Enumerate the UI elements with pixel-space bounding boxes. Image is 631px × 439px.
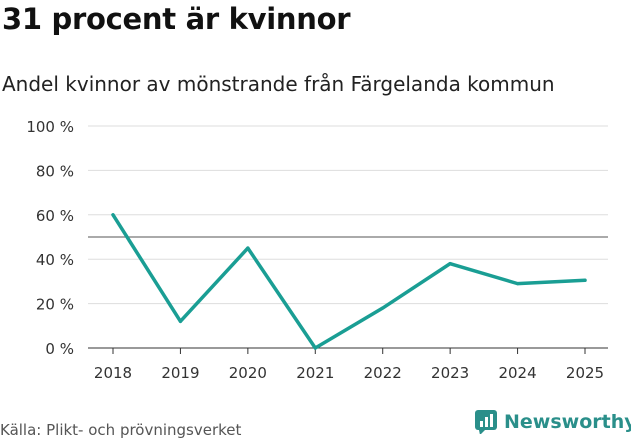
data-point [381,306,385,310]
y-tick-label: 100 % [26,118,74,136]
y-tick-label: 0 % [45,340,74,358]
data-point [515,282,520,286]
source-note: Källa: Plikt- och prövningsverket [0,421,242,439]
x-tick-label: 2024 [498,364,536,382]
data-point [111,213,115,217]
data-point [583,278,587,282]
series-line [111,213,587,350]
data-point [246,246,250,250]
data-point [313,346,317,350]
data-point [448,262,452,266]
x-tick-label: 2020 [229,364,267,382]
newsworthy-logo-icon [475,410,497,434]
y-tick-label: 60 % [36,207,74,225]
brand-name: Newsworthy [504,411,631,433]
x-tick-label: 2021 [296,364,334,382]
y-tick-label: 20 % [36,296,74,314]
x-tick-label: 2022 [364,364,402,382]
brand-logo[interactable]: Newsworthy [475,410,631,434]
x-tick-label: 2025 [566,364,604,382]
x-tick-label: 2019 [161,364,199,382]
y-tick-label: 40 % [36,251,74,269]
chart-title: 31 procent är kvinnor [2,2,351,36]
x-tick-label: 2018 [94,364,132,382]
data-point [178,319,183,323]
chart-subtitle: Andel kvinnor av mönstrande från Färgela… [2,72,555,96]
y-tick-label: 80 % [36,162,74,180]
x-tick-label: 2023 [431,364,469,382]
